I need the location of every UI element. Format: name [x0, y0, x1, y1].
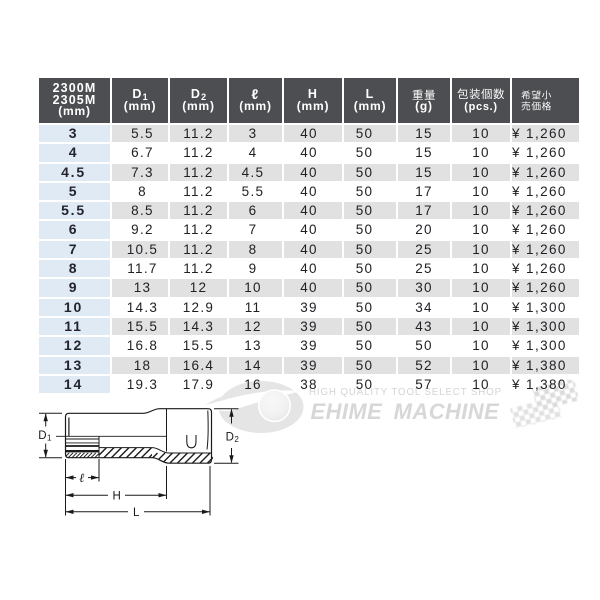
svg-text:H: H	[113, 491, 121, 503]
svg-text:D: D	[226, 431, 234, 443]
svg-text:L: L	[133, 507, 140, 519]
svg-text:ℓ: ℓ	[79, 471, 84, 485]
svg-text:D: D	[38, 430, 46, 442]
svg-text:1: 1	[47, 434, 52, 443]
svg-text:2: 2	[234, 435, 239, 444]
